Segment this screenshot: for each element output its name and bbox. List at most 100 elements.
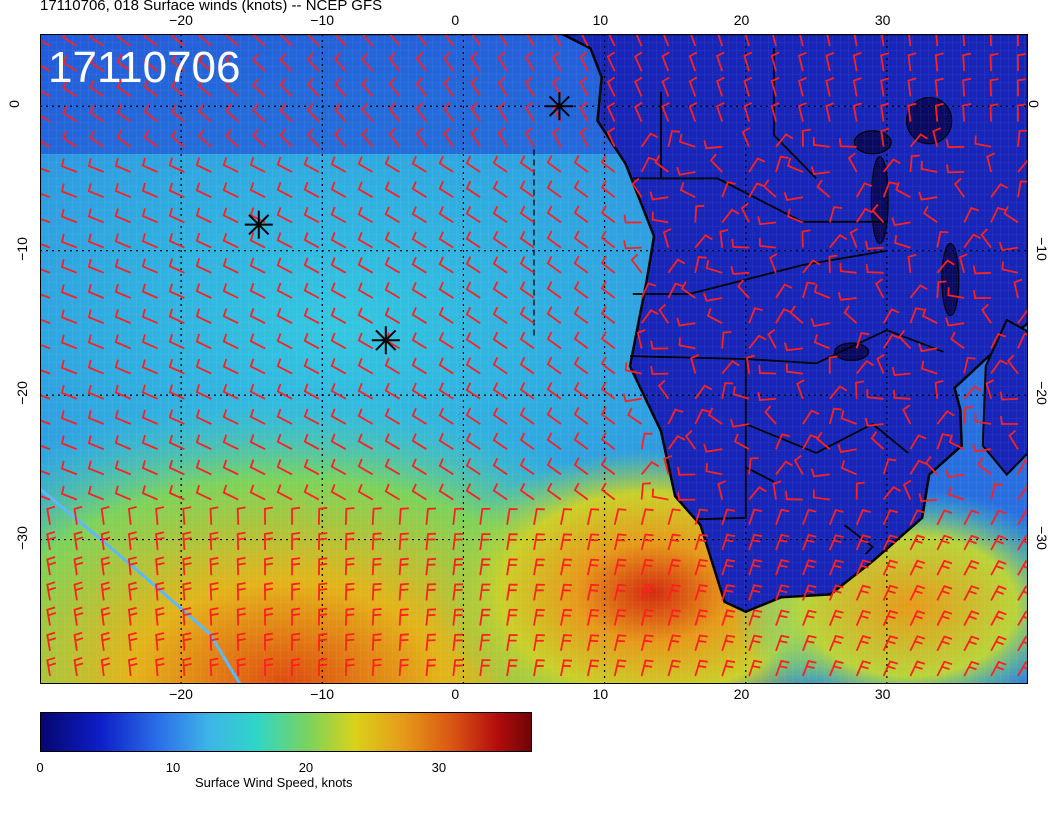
wind-barb (127, 657, 138, 677)
wind-barb (384, 433, 401, 450)
wind-barb (357, 181, 374, 198)
wind-barb (732, 386, 750, 400)
wind-barb (318, 506, 328, 525)
wind-barb (740, 202, 750, 223)
wind-barb (640, 309, 659, 324)
wind-barb (721, 331, 732, 349)
wind-barb (874, 278, 885, 299)
wind-barb (209, 632, 219, 651)
wind-barb (573, 432, 589, 450)
wind-barb (276, 307, 293, 324)
wind-barb (560, 558, 573, 576)
wind-barb (330, 357, 347, 375)
wind-barb (438, 432, 454, 450)
wind-barb (141, 359, 158, 375)
wind-barb (891, 366, 911, 376)
wind-barb (470, 102, 481, 123)
wind-barb (361, 34, 374, 47)
wind-barb (560, 608, 573, 626)
wind-barb (802, 584, 817, 601)
wind-barb (934, 102, 944, 122)
wind-barb (775, 533, 790, 551)
wind-barb (384, 382, 401, 400)
wind-barb (855, 360, 875, 375)
wind-barb (936, 559, 953, 576)
wind-barb (733, 433, 750, 450)
wind-barb (60, 258, 78, 274)
wind-barb (721, 508, 736, 526)
wind-barb (663, 454, 673, 475)
wind-barb (552, 51, 562, 72)
wind-barb (141, 308, 158, 325)
wind-barb (100, 531, 111, 551)
wind-barb (470, 77, 481, 97)
wind-barb (758, 365, 777, 375)
wind-barb (963, 357, 976, 374)
wind-barb (703, 443, 723, 453)
wind-barb (748, 508, 763, 526)
wind-barb (479, 583, 491, 601)
wind-barb (882, 308, 900, 324)
wind-barb (526, 34, 535, 47)
wind-barb (640, 659, 654, 677)
wind-barb (989, 78, 999, 97)
wind-barb (586, 533, 600, 551)
wind-barb (828, 534, 844, 551)
wind-barb (667, 258, 686, 274)
wind-barb (87, 208, 105, 224)
wind-barb (155, 581, 165, 601)
wind-barb (552, 76, 562, 97)
wind-barb (934, 77, 944, 97)
wind-barb (907, 102, 917, 122)
wind-barb (195, 484, 212, 501)
wind-barb (195, 207, 212, 224)
wind-barb (786, 208, 804, 224)
wind-barb (330, 181, 347, 198)
wind-barb (579, 127, 589, 148)
wind-barb (909, 284, 928, 299)
wind-barb (802, 559, 817, 576)
wind-barb (709, 153, 723, 173)
wind-barb (87, 158, 105, 173)
wind-barb (155, 657, 165, 677)
wind-barb (721, 609, 736, 626)
wind-barb (560, 634, 573, 651)
wind-barb (357, 383, 374, 400)
wind-barb (661, 51, 670, 72)
wind-barb (973, 290, 992, 300)
wind-barb (923, 205, 938, 224)
wind-barb (546, 331, 562, 350)
wind-barb (170, 129, 185, 148)
wind-barb (344, 582, 355, 601)
wind-barb (222, 358, 239, 375)
wind-barb (785, 491, 803, 501)
wind-barb (371, 582, 382, 601)
wind-barb (649, 191, 669, 201)
wind-barb (209, 556, 219, 576)
wind-barb (627, 407, 643, 425)
wind-barb (249, 308, 266, 325)
wind-barb (694, 204, 705, 223)
wind-barb (985, 379, 995, 400)
wind-barb (524, 102, 535, 123)
storm-marker-2 (371, 326, 400, 355)
wind-barb (291, 532, 301, 551)
wind-barb (519, 482, 535, 501)
wind-barb (384, 458, 401, 476)
wind-barb (141, 233, 158, 249)
wind-barb (141, 182, 158, 199)
wind-barb (303, 484, 320, 501)
wind-barb (519, 331, 535, 350)
wind-barb (62, 105, 78, 123)
wind-barb (141, 283, 158, 299)
wind-barb (962, 34, 966, 47)
wind-barb (998, 242, 1019, 252)
wind-barb (236, 506, 246, 525)
wind-barb (357, 307, 374, 324)
wind-barb (344, 633, 355, 651)
wind-barb (519, 230, 535, 249)
wind-barb (170, 104, 185, 123)
wind-barb (634, 101, 643, 122)
wind-barb (934, 52, 944, 72)
wind-barb (438, 382, 454, 400)
